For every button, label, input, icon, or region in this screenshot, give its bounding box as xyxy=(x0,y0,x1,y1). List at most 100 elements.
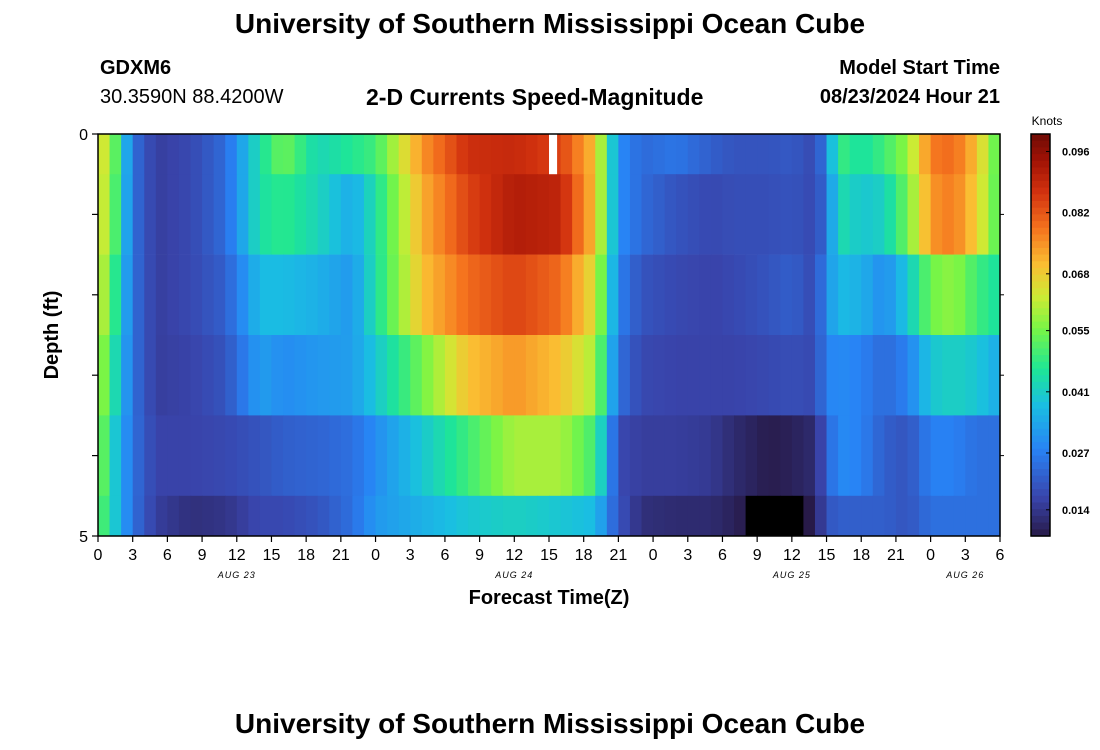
colorbar-segment xyxy=(1031,328,1050,336)
colorbar-segment xyxy=(1031,180,1050,189)
heatmap-cell xyxy=(155,495,168,537)
colorbar-segment xyxy=(1031,227,1050,236)
heatmap-cell xyxy=(236,174,249,255)
heatmap-cell xyxy=(976,174,990,255)
heatmap-cell xyxy=(803,335,816,416)
heatmap-cell xyxy=(491,335,504,416)
heatmap-cell xyxy=(259,495,273,537)
heatmap-cell xyxy=(213,495,226,537)
heatmap-cell xyxy=(861,415,874,497)
heatmap-cell xyxy=(259,174,273,255)
heatmap-cell xyxy=(722,415,735,497)
heatmap-cell xyxy=(352,495,365,537)
heatmap-cell xyxy=(121,335,134,416)
heatmap-cell xyxy=(410,415,423,497)
heatmap-cell xyxy=(988,495,1001,537)
heatmap-cell xyxy=(930,415,943,497)
heatmap-cell xyxy=(907,134,920,175)
colorbar-segment xyxy=(1031,422,1050,430)
heatmap-cell xyxy=(271,134,284,175)
heatmap-cell xyxy=(884,495,897,537)
heatmap-cell xyxy=(930,134,943,175)
heatmap-cell xyxy=(606,254,619,336)
heatmap-cell xyxy=(236,415,249,497)
heatmap-cell xyxy=(202,174,215,255)
heatmap-cell xyxy=(190,254,203,336)
date-label: AUG 24 xyxy=(494,570,533,580)
heatmap-cell xyxy=(352,174,365,255)
heatmap-cell xyxy=(144,415,157,497)
heatmap-cell xyxy=(421,134,434,175)
colorbar-segment xyxy=(1031,388,1050,396)
heatmap-cell xyxy=(363,415,377,497)
heatmap-cell xyxy=(121,254,134,336)
heatmap-cell xyxy=(814,495,828,537)
heatmap-cell xyxy=(317,254,330,336)
heatmap-cell xyxy=(919,415,932,497)
heatmap-cell xyxy=(780,415,793,497)
heatmap-cell xyxy=(791,495,805,537)
heatmap-cell xyxy=(757,495,770,537)
heatmap-cell xyxy=(317,174,330,255)
colorbar: 0.096 0.082 0.068 0.055 0.041 0.027 0.014 xyxy=(1030,133,1090,537)
heatmap-cell xyxy=(421,495,434,537)
heatmap-cell xyxy=(953,335,966,416)
heatmap-cell xyxy=(768,495,781,537)
x-tick-label: 3 xyxy=(406,547,415,564)
heatmap-cell xyxy=(491,254,504,336)
heatmap-cell xyxy=(398,415,411,497)
heatmap-cell xyxy=(838,335,851,416)
heatmap-cell xyxy=(514,254,527,336)
heatmap-cell xyxy=(676,134,689,175)
heatmap-cell xyxy=(618,254,631,336)
heatmap-cell xyxy=(248,134,261,175)
heatmap-cell xyxy=(849,174,862,255)
heatmap-cell xyxy=(410,495,423,537)
heatmap-cell xyxy=(468,495,481,537)
heatmap-cell xyxy=(895,254,909,336)
heatmap-cell xyxy=(768,335,781,416)
heatmap-cell xyxy=(629,415,643,497)
colorbar-segment xyxy=(1031,469,1050,477)
heatmap-cell xyxy=(259,134,273,175)
colorbar-tick-label: 0.096 xyxy=(1062,146,1090,158)
heatmap-cell xyxy=(849,335,862,416)
heatmap-cell xyxy=(872,134,885,175)
colorbar-segment xyxy=(1031,529,1050,537)
heatmap-cell xyxy=(710,335,724,416)
heatmap-cell xyxy=(410,174,423,255)
heatmap-cell xyxy=(734,495,747,537)
heatmap-cell xyxy=(363,134,377,175)
heatmap-cell xyxy=(965,335,978,416)
heatmap-cell xyxy=(329,495,342,537)
heatmap-cell xyxy=(121,134,134,175)
heatmap-cell xyxy=(826,134,839,175)
heatmap-cell xyxy=(791,134,805,175)
heatmap-cell xyxy=(248,415,261,497)
heatmap-cell xyxy=(734,335,747,416)
colorbar-segment xyxy=(1031,140,1050,148)
heatmap-cells xyxy=(98,134,1001,537)
x-tick-label: 3 xyxy=(961,547,970,564)
colorbar-segment xyxy=(1031,147,1050,155)
colorbar-segment xyxy=(1031,482,1050,490)
heatmap-cell xyxy=(942,335,955,416)
heatmap-cell xyxy=(537,495,550,537)
heatmap-cell xyxy=(132,134,145,175)
heatmap-cell xyxy=(514,174,527,255)
heatmap-cell xyxy=(178,134,192,175)
heatmap-cell xyxy=(676,335,689,416)
colorbar-segment xyxy=(1031,274,1050,282)
heatmap-cell xyxy=(329,335,342,416)
heatmap-cell xyxy=(791,335,805,416)
heatmap-cell xyxy=(317,134,330,175)
heatmap-cell xyxy=(306,134,319,175)
heatmap-cell xyxy=(618,415,631,497)
heatmap-cell xyxy=(791,174,805,255)
colorbar-segment xyxy=(1031,455,1050,463)
heatmap-cell xyxy=(433,254,446,336)
heatmap-cell xyxy=(653,415,666,497)
heatmap-cell xyxy=(479,254,492,336)
heatmap-cell xyxy=(976,254,990,336)
heatmap-cell xyxy=(167,254,180,336)
